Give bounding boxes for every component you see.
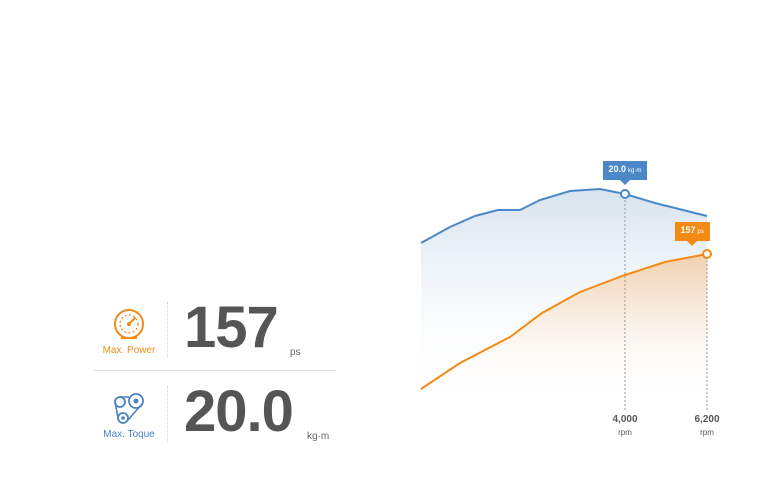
torque-peak-unit: kg·m bbox=[628, 168, 642, 174]
x-tick-unit: rpm bbox=[700, 428, 714, 437]
vertical-divider bbox=[167, 386, 168, 442]
power-series-line bbox=[420, 253, 708, 390]
torque-peak-marker bbox=[620, 189, 630, 199]
rpm-chart: 20.0 kg·m 157 ps 4,000 rpm 6,200 rpm bbox=[400, 150, 750, 450]
speedometer-icon bbox=[114, 309, 144, 339]
power-peak-flag: 157 ps bbox=[674, 222, 710, 246]
max-torque-unit: kg·m bbox=[307, 431, 330, 442]
torque-peak-flag: 20.0 kg·m bbox=[602, 161, 648, 185]
torque-peak-value: 20.0 bbox=[608, 164, 627, 174]
power-area bbox=[421, 254, 707, 400]
x-tick-label: 4,000 bbox=[612, 414, 638, 425]
row-divider bbox=[94, 370, 336, 371]
max-power-row: Max. Power 157 ps bbox=[94, 290, 338, 370]
x-tick-unit: rpm bbox=[618, 428, 632, 437]
engine-belt-icon bbox=[114, 393, 144, 424]
power-peak-value: 157 bbox=[680, 225, 696, 235]
spec-panel: Max. Power 157 ps Max. Toque 20.0 kg·m bbox=[94, 290, 338, 450]
x-tick-label: 6,200 bbox=[694, 414, 720, 425]
power-peak-unit: ps bbox=[697, 229, 704, 235]
torque-series-line bbox=[420, 187, 708, 244]
chart-canvas bbox=[420, 187, 712, 412]
max-power-value: 157 bbox=[184, 295, 279, 360]
max-torque-row: Max. Toque 20.0 kg·m bbox=[94, 374, 338, 454]
max-torque-label: Max. Toque bbox=[103, 429, 155, 440]
max-power-label: Max. Power bbox=[102, 345, 156, 356]
max-torque-value: 20.0 bbox=[184, 379, 294, 444]
max-power-unit: ps bbox=[290, 347, 301, 358]
power-peak-marker bbox=[702, 249, 712, 259]
vertical-divider bbox=[167, 302, 168, 358]
